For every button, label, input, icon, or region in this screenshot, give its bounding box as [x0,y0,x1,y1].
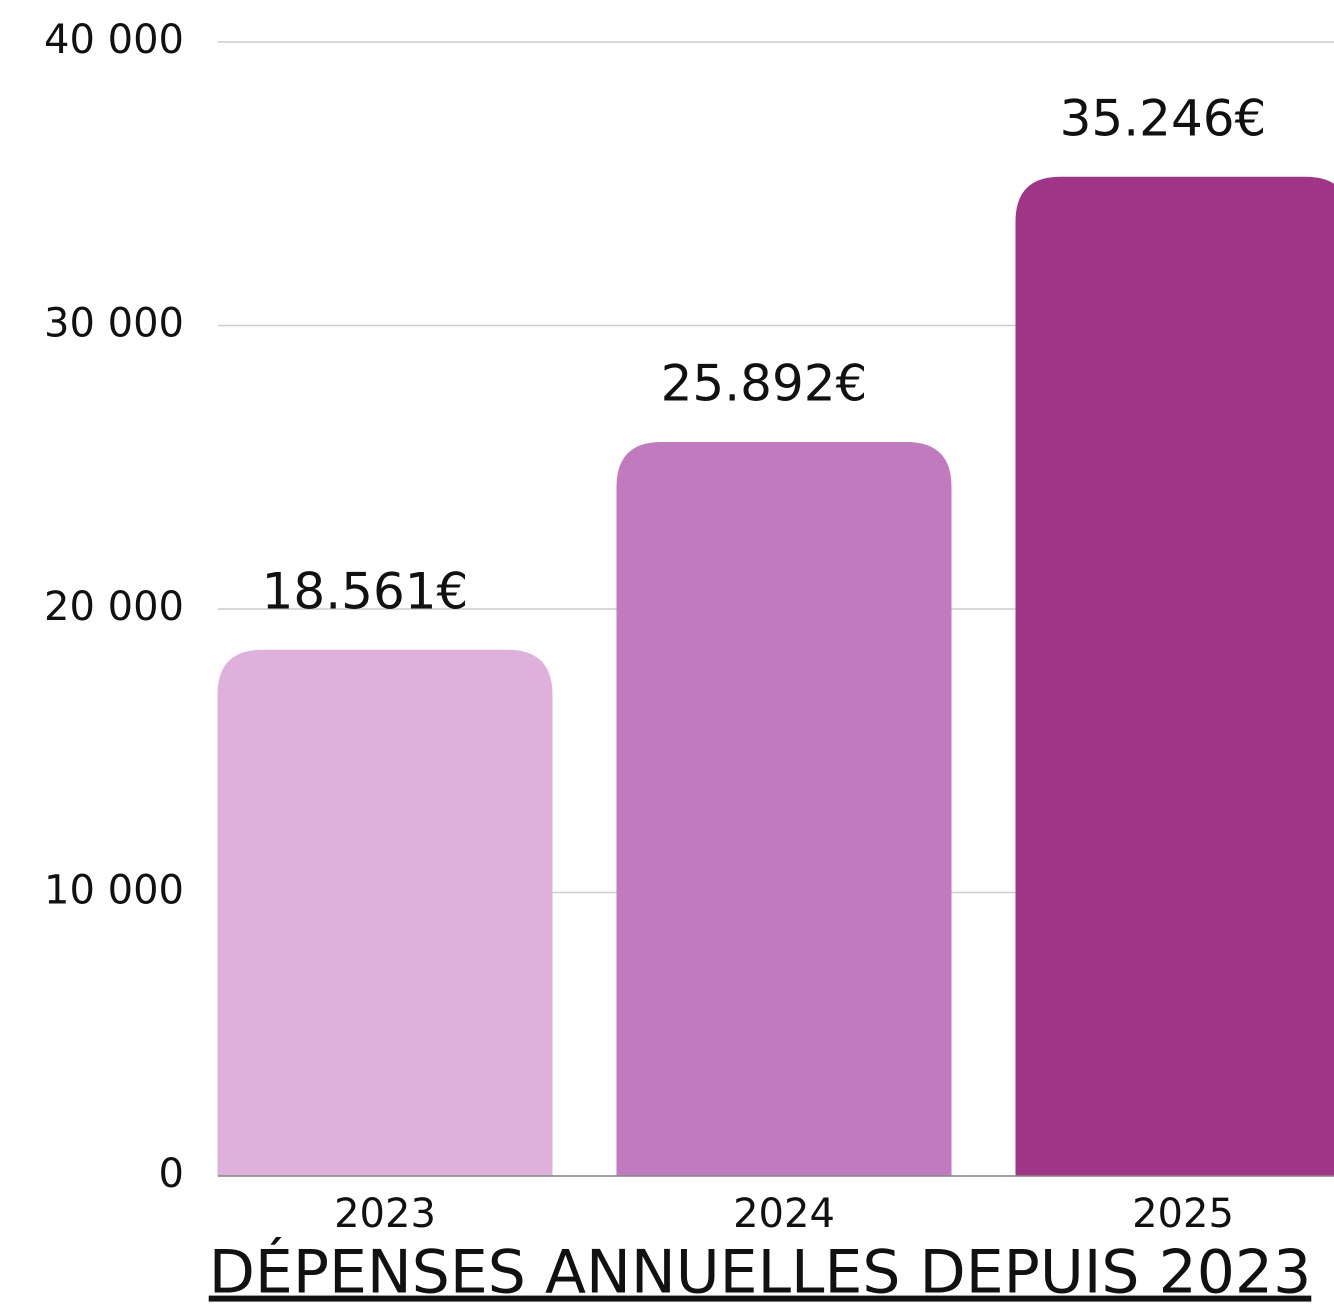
x-tick-label: 2023 [334,1191,436,1237]
y-tick-label: 30 000 [44,301,184,347]
value-label: 35.246€ [1060,89,1267,147]
bar [218,650,553,1176]
bar [617,442,952,1176]
x-tick-label: 2024 [733,1191,835,1237]
bar [1016,177,1334,1176]
y-tick-label: 0 [159,1151,184,1197]
chart-title: DÉPENSES ANNUELLES DEPUIS 2023 [209,1236,1312,1308]
value-label: 18.561€ [262,562,469,620]
y-tick-label: 10 000 [44,868,184,914]
value-label: 25.892€ [661,354,868,412]
x-tick-label: 2025 [1132,1191,1234,1237]
y-tick-label: 20 000 [44,584,184,630]
y-tick-label: 40 000 [44,17,184,63]
